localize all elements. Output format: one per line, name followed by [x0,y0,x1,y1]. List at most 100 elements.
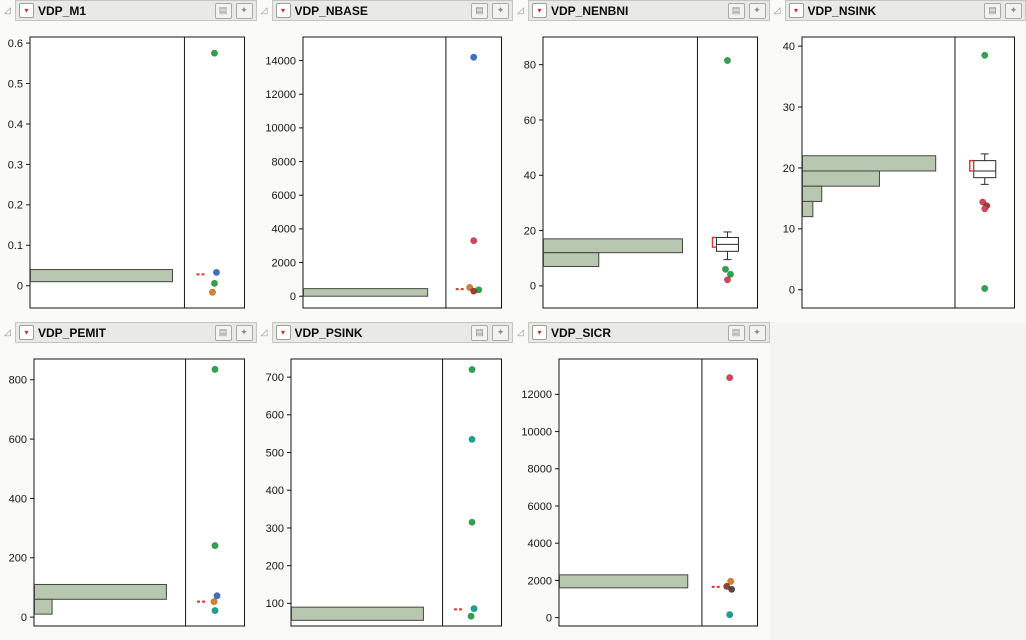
panel-titlebar: ◿ ▾ VDP_SICR ▤ ✦ [513,322,770,343]
svg-text:2000: 2000 [271,257,295,269]
report-window-icon[interactable]: ▤ [471,2,488,19]
pin-star-icon[interactable]: ✦ [1005,2,1022,19]
plot-vdp-nsink[interactable]: 0 10 20 30 40 [770,21,1026,322]
panel-vdp-nbase: ◿ ▾ VDP_NBASE ▤ ✦ 0 2000 4000 6000 8000 10000… [256,0,514,322]
red-triangle-menu-button[interactable]: ▾ [532,3,547,18]
red-triangle-icon: ▾ [537,327,542,337]
panel-vdp-nenbni: ◿ ▾ VDP_NENBNI ▤ ✦ 0 20 40 60 80 [513,0,770,322]
panel-title: VDP_SICR [551,325,612,340]
pin-star-icon[interactable]: ✦ [748,324,766,341]
y-axis: 0 2000 4000 6000 8000 10000 12000 [521,389,559,624]
box-plot [715,231,739,261]
plot-vdp-nbase[interactable]: 0 2000 4000 6000 8000 10000 12000 14000 [257,21,514,322]
svg-text:80: 80 [524,60,536,72]
svg-text:8000: 8000 [528,464,552,476]
svg-text:200: 200 [9,553,27,565]
y-axis: 0 200 400 600 800 [9,375,34,624]
svg-text:8000: 8000 [271,156,295,168]
disclosure-triangle-icon[interactable]: ◿ [4,5,11,15]
panel-vdp-pemit: ◿ ▾ VDP_PEMIT ▤ ✦ 0 200 400 600 800 [0,322,257,640]
titlebar-strip: ▾ VDP_NENBNI ▤ ✦ [528,0,770,21]
plot-vdp-psink[interactable]: 100 200 300 400 500 600 700 [257,343,514,640]
red-triangle-icon: ▾ [24,5,29,15]
svg-text:0: 0 [289,291,295,303]
svg-text:700: 700 [265,372,283,384]
svg-text:12000: 12000 [265,89,296,101]
disclosure-triangle-icon[interactable]: ◿ [517,5,524,15]
panel-titlebar: ◿ ▾ VDP_NBASE ▤ ✦ [257,0,513,21]
svg-text:0: 0 [21,612,27,624]
red-triangle-icon: ▾ [280,5,285,15]
histogram-bars [34,583,167,615]
svg-text:0.2: 0.2 [8,200,23,212]
titlebar-strip: ▾ VDP_SICR ▤ ✦ [528,322,770,343]
red-triangle-icon: ▾ [537,5,542,15]
svg-text:40: 40 [524,170,536,182]
svg-text:0: 0 [546,612,552,624]
outlier-points [978,51,990,293]
svg-text:600: 600 [9,434,27,446]
disclosure-triangle-icon[interactable]: ◿ [4,327,11,337]
svg-text:6000: 6000 [271,190,295,202]
red-triangle-menu-button[interactable]: ▾ [19,325,34,340]
svg-text:300: 300 [265,523,283,535]
pin-star-icon[interactable]: ✦ [235,324,253,341]
svg-text:800: 800 [9,375,27,387]
red-triangle-icon: ▾ [24,327,29,337]
svg-text:0: 0 [788,285,794,297]
panel-title: VDP_NSINK [807,3,877,18]
pin-star-icon[interactable]: ✦ [235,2,253,19]
svg-text:0: 0 [530,281,536,293]
outlier-points [208,49,220,296]
red-triangle-menu-button[interactable]: ▾ [275,325,291,340]
report-window-icon[interactable]: ▤ [984,2,1001,19]
pin-star-icon[interactable]: ✦ [492,324,509,341]
histogram-bars [801,155,936,218]
red-triangle-menu-button[interactable]: ▾ [788,3,804,18]
red-triangle-menu-button[interactable]: ▾ [532,325,547,340]
svg-text:0: 0 [17,281,23,293]
y-axis: 0 2000 4000 6000 8000 10000 12000 14000 [265,55,303,303]
plot-vdp-pemit[interactable]: 0 200 400 600 800 [0,343,257,640]
panel-titlebar: ◿ ▾ VDP_NENBNI ▤ ✦ [513,0,770,21]
pin-star-icon[interactable]: ✦ [492,2,509,19]
report-window-icon[interactable]: ▤ [471,324,488,341]
svg-text:400: 400 [265,485,283,497]
histogram-bars [559,574,689,589]
panel-title: VDP_PEMIT [38,325,107,340]
svg-text:0.5: 0.5 [8,78,23,90]
report-window-icon[interactable]: ▤ [727,324,745,341]
disclosure-triangle-icon[interactable]: ◿ [260,5,268,15]
red-triangle-icon: ▾ [793,5,798,15]
red-triangle-menu-button[interactable]: ▾ [19,3,34,18]
svg-text:20: 20 [782,163,794,175]
svg-text:200: 200 [265,561,283,573]
plot-vdp-nenbni[interactable]: 0 20 40 60 80 [513,21,770,322]
titlebar-strip: ▾ VDP_NSINK ▤ ✦ [784,0,1026,21]
svg-text:30: 30 [782,102,794,114]
disclosure-triangle-icon[interactable]: ◿ [773,5,781,15]
report-window-icon[interactable]: ▤ [727,2,745,19]
report-window-icon[interactable]: ▤ [214,2,232,19]
pin-star-icon[interactable]: ✦ [748,2,766,19]
box-plot [972,153,996,185]
svg-text:12000: 12000 [521,389,552,401]
report-window-icon[interactable]: ▤ [214,324,232,341]
panel-vdp-m1: ◿ ▾ VDP_M1 ▤ ✦ 0 0.1 0.2 0.3 0.4 0.5 0.6 [0,0,257,322]
disclosure-triangle-icon[interactable]: ◿ [517,327,524,337]
panel-titlebar: ◿ ▾ VDP_PEMIT ▤ ✦ [0,322,257,343]
histogram-bars [290,606,424,621]
outlier-points [465,53,482,295]
titlebar-strip: ▾ VDP_PSINK ▤ ✦ [271,322,513,343]
red-triangle-menu-button[interactable]: ▾ [275,3,291,18]
histogram-bars [543,238,683,268]
panel-vdp-psink: ◿ ▾ VDP_PSINK ▤ ✦ 100 200 300 400 500 600 700 [256,322,514,640]
svg-text:4000: 4000 [528,538,552,550]
svg-text:60: 60 [524,115,536,127]
plot-vdp-sicr[interactable]: 0 2000 4000 6000 8000 10000 12000 [513,343,770,640]
panel-title: VDP_NENBNI [551,3,629,18]
disclosure-triangle-icon[interactable]: ◿ [260,327,268,337]
plot-vdp-m1[interactable]: 0 0.1 0.2 0.3 0.4 0.5 0.6 [0,21,257,322]
svg-text:6000: 6000 [528,501,552,513]
